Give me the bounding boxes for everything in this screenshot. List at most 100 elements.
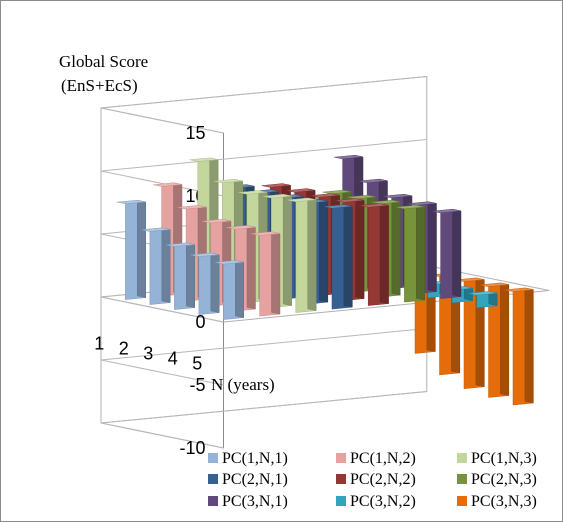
legend-swatch — [336, 453, 346, 463]
bar-top-face — [189, 157, 219, 162]
y-tick-label: 0 — [195, 312, 205, 332]
bar — [323, 204, 353, 310]
y-axis-title: Global Score (EnS+EcS) — [59, 52, 148, 95]
legend-label: PC(3,N,1) — [222, 493, 288, 510]
bar — [504, 287, 534, 406]
legend-label: PC(3,N,2) — [350, 493, 416, 510]
bar-top-face — [202, 219, 231, 224]
bar — [480, 282, 510, 398]
bar — [395, 204, 425, 303]
bar — [468, 291, 498, 308]
bar-top-face — [358, 178, 388, 184]
legend-label: PC(1,N,3) — [471, 450, 537, 467]
gridline — [100, 391, 427, 449]
bar-top-face — [504, 287, 534, 292]
bar — [432, 208, 462, 299]
bar-top-face — [238, 190, 268, 195]
bar-side-face — [416, 204, 425, 301]
legend-swatch — [208, 474, 218, 484]
bar — [190, 252, 220, 315]
y-axis-title-line-1: Global Score — [59, 52, 148, 71]
x-axis-title: N (years) — [211, 375, 275, 394]
legend-label: PC(2,N,2) — [350, 471, 416, 488]
bar-side-face — [319, 199, 329, 303]
x-tick-label: 3 — [143, 344, 153, 364]
bar-top-face — [177, 205, 207, 210]
bar-top-face — [322, 189, 352, 195]
bar-side-face — [355, 198, 365, 299]
bar-top-face — [359, 203, 389, 208]
y-tick-label: -5 — [189, 375, 205, 395]
gridline — [100, 139, 427, 197]
bar-top-face — [310, 193, 340, 198]
bar-top-face — [468, 291, 498, 296]
legend-swatch — [336, 474, 346, 484]
bar-side-face — [524, 287, 534, 404]
bar-top-face — [335, 198, 365, 203]
legend-label: PC(2,N,3) — [471, 471, 537, 488]
legend-label: PC(3,N,3) — [471, 493, 537, 510]
y-axis-title-line-2: (EnS+EcS) — [61, 76, 138, 95]
bar-top-face — [251, 231, 280, 236]
bar — [116, 199, 146, 300]
legend-label: PC(2,N,1) — [222, 471, 288, 488]
bar-side-face — [161, 227, 171, 303]
bar-top-face — [165, 242, 195, 247]
x-tick-label: 1 — [94, 334, 104, 354]
bar-top-face — [261, 183, 291, 188]
bar-top-face — [287, 197, 317, 202]
legend: PC(1,N,1) PC(1,N,2) PC(1,N,3) PC(2,N,1) PC(2… — [208, 450, 537, 510]
bar-top-face — [407, 201, 437, 206]
bar-side-face — [343, 204, 353, 308]
bar-side-face — [452, 208, 462, 297]
bar-top-face — [480, 282, 509, 287]
bar-top-face — [190, 252, 220, 257]
bar-top-face — [334, 154, 363, 160]
x-tick-label: 2 — [119, 339, 129, 359]
bar — [251, 231, 281, 317]
gridline — [100, 76, 427, 134]
bar-top-face — [214, 260, 244, 265]
legend-swatch — [457, 496, 467, 506]
bar-top-face — [455, 277, 485, 282]
bar — [287, 197, 317, 313]
y-tick-label: -10 — [179, 438, 205, 458]
bar — [141, 227, 171, 305]
bar — [214, 260, 244, 320]
legend-swatch — [208, 453, 218, 463]
gridline — [100, 328, 427, 386]
bar-top-face — [432, 208, 461, 214]
bar-side-face — [137, 199, 146, 298]
x-tick-label: 4 — [168, 349, 178, 369]
bar-side-face — [391, 199, 401, 296]
bar-top-face — [346, 194, 376, 200]
bar — [165, 242, 195, 310]
bar-top-face — [153, 182, 182, 187]
bar-top-face — [383, 193, 412, 199]
bar-side-face — [271, 231, 281, 315]
bars — [116, 154, 534, 406]
bar-top-face — [116, 199, 146, 205]
bar-side-face — [282, 193, 292, 306]
bar — [359, 203, 389, 306]
bar-side-face — [427, 201, 437, 292]
legend-label: PC(1,N,2) — [350, 450, 416, 467]
bar-side-face — [235, 260, 244, 318]
legend-swatch — [457, 453, 467, 463]
bar-top-face — [395, 204, 425, 210]
bar-side-face — [246, 225, 256, 310]
legend-swatch — [336, 496, 346, 506]
bar-top-face — [141, 227, 171, 232]
bar-top-face — [323, 204, 353, 209]
bar-top-face — [371, 199, 401, 205]
bar-side-face — [307, 197, 317, 311]
bar-side-face — [500, 282, 510, 396]
legend-label: PC(1,N,1) — [222, 450, 288, 467]
bar-top-face — [286, 188, 316, 193]
legend-swatch — [457, 474, 467, 484]
bar-side-face — [379, 203, 389, 304]
y-tick-label: 15 — [185, 123, 205, 143]
